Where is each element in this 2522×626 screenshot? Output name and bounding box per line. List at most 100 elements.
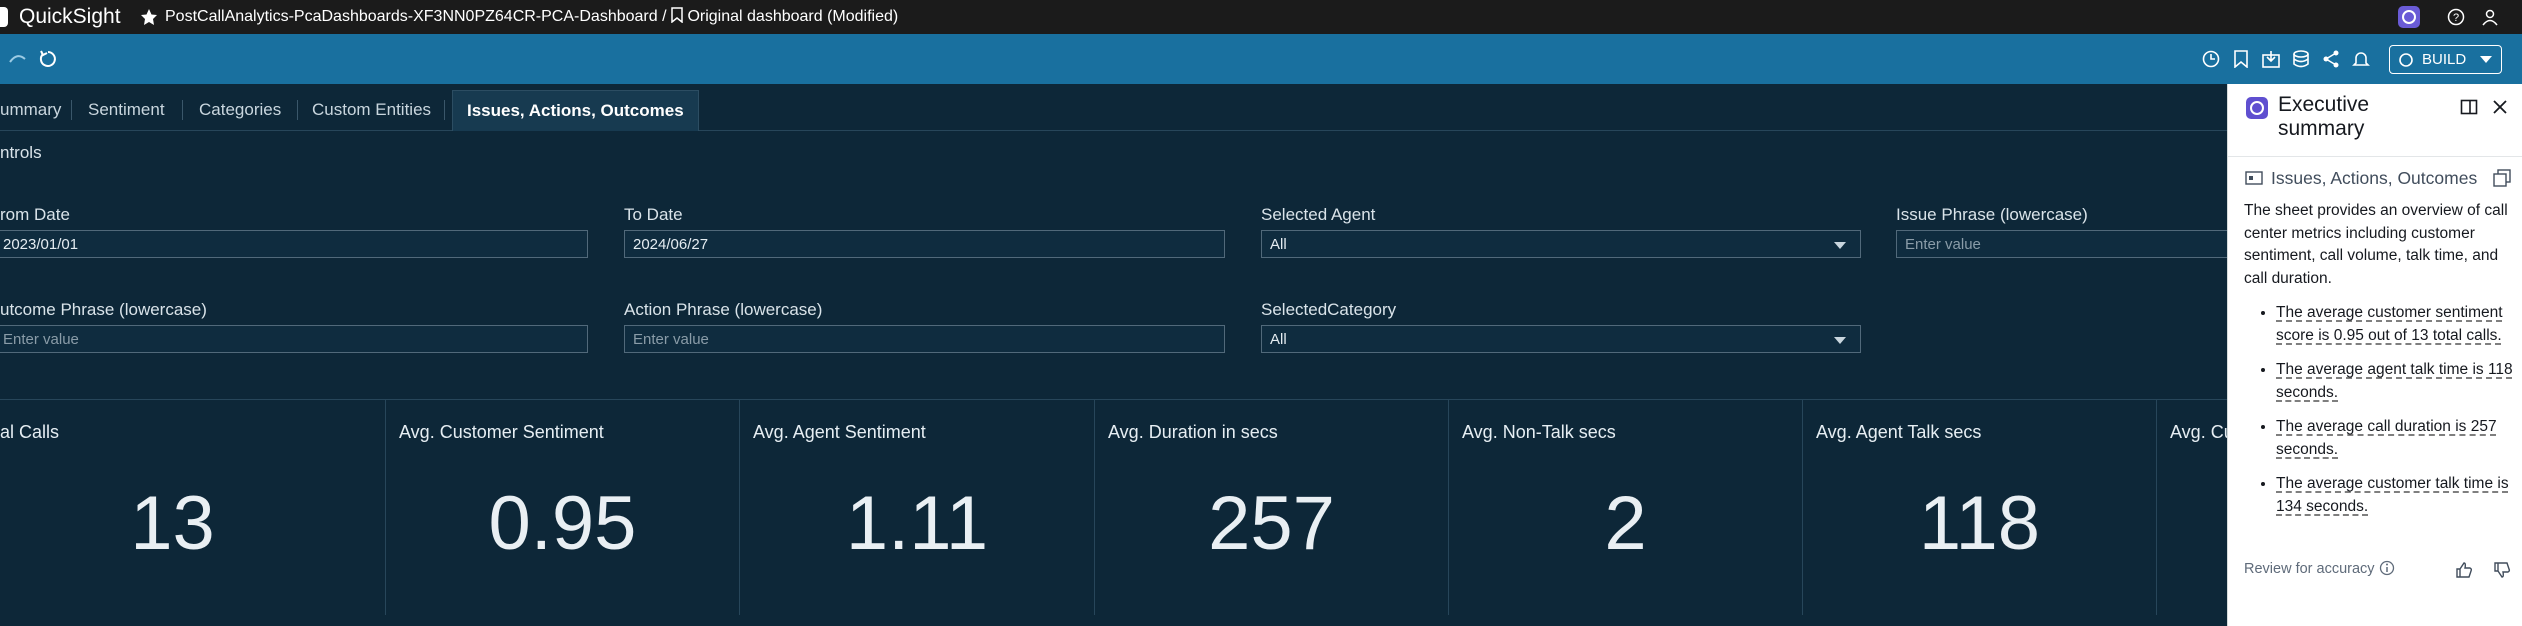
- kpi-card: al Calls 13: [0, 399, 386, 615]
- sheet-name[interactable]: Original dashboard (Modified): [687, 8, 899, 25]
- dropdown[interactable]: All: [1261, 325, 1861, 353]
- top-bar: QuickSight PostCallAnalytics-PcaDashboar…: [0, 0, 2522, 34]
- dataset-icon[interactable]: [2292, 50, 2310, 68]
- build-button[interactable]: BUILD: [2389, 45, 2502, 74]
- alert-icon[interactable]: [2352, 50, 2370, 68]
- kpi-value: 0.95: [488, 481, 637, 566]
- build-icon: [2399, 53, 2413, 67]
- logo: [0, 7, 8, 27]
- app-name[interactable]: QuickSight: [19, 5, 121, 28]
- sheet-icon: [2245, 171, 2263, 185]
- kpi-title: al Calls: [0, 422, 60, 442]
- kpi-card: Avg. Agent Sentiment 1.11: [740, 399, 1095, 615]
- filter-label: utcome Phrase (lowercase): [0, 300, 207, 319]
- kpi-title: Avg. Agent Sentiment: [753, 422, 926, 442]
- bookmark-icon: [671, 7, 683, 24]
- kpi-card: Avg. Cu: [2157, 399, 2227, 615]
- controls-title[interactable]: ntrols: [0, 143, 42, 162]
- date-input[interactable]: 2024/06/27: [624, 230, 1225, 258]
- bullet: The average customer talk time is 134 se…: [2276, 473, 2516, 518]
- kpi-value: 118: [1918, 481, 2041, 566]
- kpi-value: 13: [130, 481, 215, 566]
- filter-label: Selected Agent: [1261, 205, 1376, 224]
- dropdown[interactable]: All: [1261, 230, 1861, 258]
- text-input[interactable]: Enter value: [0, 325, 588, 353]
- bullet-list: The average customer sentiment score is …: [2228, 302, 2516, 518]
- kpi-value: 257: [1208, 481, 1335, 566]
- breadcrumb: PostCallAnalytics-PcaDashboards-XF3NN0PZ…: [165, 7, 898, 26]
- summary-intro: The sheet provides an overview of call c…: [2244, 202, 2508, 287]
- copy-icon[interactable]: [2493, 169, 2511, 187]
- summary-panel: Executive summary Issues, Actions, Outco…: [2227, 84, 2522, 626]
- text-input[interactable]: Enter value: [624, 325, 1225, 353]
- dock-icon[interactable]: [2460, 98, 2478, 116]
- summary-list: The average customer sentiment score is …: [2228, 302, 2516, 530]
- bullet-text[interactable]: The average customer talk time is 134 se…: [2276, 475, 2509, 515]
- dropdown-value: All: [1270, 236, 1287, 253]
- dropdown-caret: [1834, 337, 1846, 344]
- filter-label: To Date: [624, 205, 683, 224]
- tab[interactable]: Sentiment: [88, 100, 165, 119]
- help-icon[interactable]: ?: [2447, 8, 2465, 26]
- active-tab[interactable]: Issues, Actions, Outcomes: [452, 90, 699, 131]
- close-icon[interactable]: [2491, 98, 2509, 116]
- bullet: The average agent talk time is 118 secon…: [2276, 359, 2516, 404]
- kpi-card: Avg. Duration in secs 257: [1095, 399, 1449, 615]
- breadcrumb-separator: /: [662, 8, 667, 25]
- panel-divider: [2228, 156, 2522, 157]
- kpi-title: Avg. Non-Talk secs: [1462, 422, 1616, 442]
- kpi-card: Avg. Customer Sentiment 0.95: [386, 399, 740, 615]
- kpi-value: 2: [1604, 481, 1647, 566]
- kpi-title: Avg. Duration in secs: [1108, 422, 1278, 442]
- bullet-text[interactable]: The average customer sentiment score is …: [2276, 304, 2503, 344]
- export-icon[interactable]: [2262, 50, 2280, 68]
- svg-text:?: ?: [2453, 12, 2459, 24]
- reset-icon[interactable]: [38, 49, 58, 69]
- tab-divider: [0, 130, 2227, 131]
- panel-footer: Review for accuracy: [2244, 560, 2395, 577]
- q-icon[interactable]: [2397, 5, 2421, 29]
- favorite-icon[interactable]: [140, 8, 158, 26]
- tab[interactable]: Custom Entities: [312, 100, 432, 119]
- kpi-card: Avg. Agent Talk secs 118: [1803, 399, 2157, 615]
- kpi-title: Avg. Agent Talk secs: [1816, 422, 1982, 442]
- user-icon[interactable]: [2481, 8, 2499, 26]
- sheet: ummary Sentiment Categories Custom Entit…: [0, 84, 2227, 626]
- thumbs-up[interactable]: [2455, 561, 2473, 579]
- share-icon[interactable]: [2322, 50, 2340, 68]
- redo-icon[interactable]: [8, 50, 28, 68]
- footer-text: Review for accuracy: [2244, 561, 2375, 577]
- text-input[interactable]: Enter value: [1896, 230, 2227, 258]
- kpi-value: 1.11: [845, 481, 989, 566]
- tab[interactable]: Categories: [199, 100, 282, 119]
- dropdown-caret: [1834, 242, 1846, 249]
- tab-separator: [182, 100, 183, 120]
- thumbs-down[interactable]: [2493, 561, 2511, 579]
- kpi-title: Avg. Customer Sentiment: [399, 422, 604, 442]
- panel-title: Executive summary: [2278, 93, 2370, 140]
- bullet-text[interactable]: The average call duration is 257 seconds…: [2276, 418, 2497, 458]
- filter-label: Action Phrase (lowercase): [624, 300, 823, 319]
- toolbar: BUILD: [0, 34, 2522, 84]
- build-label: BUILD: [2422, 51, 2467, 68]
- kpi-card: Avg. Non-Talk secs 2: [1449, 399, 1803, 615]
- bullet: The average call duration is 257 seconds…: [2276, 416, 2516, 461]
- schedule-icon[interactable]: [2202, 50, 2220, 68]
- dropdown-value: All: [1270, 331, 1287, 348]
- bookmark-button[interactable]: [2232, 50, 2250, 68]
- build-caret: [2480, 56, 2492, 63]
- filter-label: Issue Phrase (lowercase): [1896, 205, 2088, 224]
- bullet: The average customer sentiment score is …: [2276, 302, 2516, 347]
- panel-sheet: Issues, Actions, Outcomes: [2271, 168, 2478, 188]
- filter-label: rom Date: [0, 205, 70, 224]
- tab-separator: [444, 100, 445, 120]
- date-input[interactable]: 2023/01/01: [0, 230, 588, 258]
- q-icon: [2246, 97, 2268, 119]
- dashboard-name[interactable]: PostCallAnalytics-PcaDashboards-XF3NN0PZ…: [165, 8, 658, 25]
- tab[interactable]: ummary: [0, 100, 62, 119]
- info-icon[interactable]: [2379, 560, 2395, 576]
- bullet-text[interactable]: The average agent talk time is 118 secon…: [2276, 361, 2513, 401]
- tab-separator: [297, 100, 298, 120]
